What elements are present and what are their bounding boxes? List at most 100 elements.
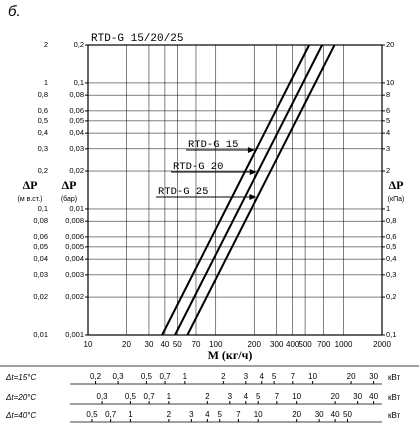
- x-tick-label: 50: [173, 340, 182, 349]
- scale-tick-label: 40: [331, 410, 340, 419]
- scale-tick-label: 10: [254, 410, 263, 419]
- y-tick-label: 0,02: [33, 292, 48, 301]
- ybar-tick-label: 0,08: [69, 90, 84, 99]
- y2-tick-label: 5: [386, 116, 390, 125]
- ybar-tick-label: 0,003: [65, 270, 84, 279]
- scale-tick-label: 30: [369, 372, 378, 381]
- y2-axis-label: ΔP: [389, 178, 404, 192]
- scale-unit: кВт: [388, 373, 401, 382]
- scale-label: Δt=20°C: [5, 393, 36, 402]
- ybar-tick-label: 0,008: [65, 216, 84, 225]
- y2-tick-label: 2: [386, 166, 390, 175]
- x-axis-label: M (кг/ч): [208, 348, 253, 362]
- scale-tick-label: 4: [244, 392, 249, 401]
- scale-tick-label: 0,5: [86, 410, 98, 419]
- y-tick-label: 0,01: [33, 330, 48, 339]
- scale-label: Δt=15°C: [5, 373, 36, 382]
- y2-tick-label: 0,4: [386, 254, 396, 263]
- scale-tick-label: 10: [308, 372, 317, 381]
- x-tick-label: 100: [209, 340, 223, 349]
- ybar-tick-label: 0,06: [69, 106, 84, 115]
- scale-tick-label: 4: [205, 410, 210, 419]
- ybar-tick-label: 0,05: [69, 116, 84, 125]
- scale-label: Δt=40°C: [5, 411, 36, 420]
- ybar-tick-label: 0,005: [65, 242, 84, 251]
- y-tick-label: 0,1: [38, 204, 48, 213]
- x-tick-label: 20: [122, 340, 131, 349]
- ybar-axis-unit: (бар): [61, 195, 77, 203]
- scale-tick-label: 20: [347, 372, 356, 381]
- scale-tick-label: 0,5: [141, 372, 153, 381]
- y-tick-label: 0,6: [38, 106, 48, 115]
- arrow-head: [249, 169, 257, 175]
- y2-tick-label: 0,5: [386, 242, 396, 251]
- scale-tick-label: 1: [183, 372, 188, 381]
- scale-tick-label: 0,7: [105, 410, 117, 419]
- ybar-tick-label: 0,2: [74, 40, 84, 49]
- ybar-tick-label: 0,03: [69, 144, 84, 153]
- scale-tick-label: 5: [218, 410, 223, 419]
- ybar-tick-label: 0,02: [69, 166, 84, 175]
- x-tick-label: 30: [145, 340, 154, 349]
- curve: [161, 44, 310, 336]
- y2-tick-label: 0,3: [386, 270, 396, 279]
- y2-tick-label: 4: [386, 128, 390, 137]
- scale-tick-label: 7: [291, 372, 296, 381]
- x-tick-label: 10: [84, 340, 93, 349]
- scale-tick-label: 2: [205, 392, 210, 401]
- ybar-tick-label: 0,01: [69, 204, 84, 213]
- y-tick-label: 0,03: [33, 270, 48, 279]
- x-tick-label: 700: [317, 340, 331, 349]
- y-tick-label: 0,08: [33, 216, 48, 225]
- scale-tick-label: 30: [353, 392, 362, 401]
- scale-tick-label: 3: [228, 392, 233, 401]
- x-tick-label: 500: [298, 340, 312, 349]
- y-tick-label: 0,06: [33, 232, 48, 241]
- y-tick-label: 1: [44, 78, 48, 87]
- ybar-tick-label: 0,002: [65, 292, 84, 301]
- ybar-tick-label: 0,006: [65, 232, 84, 241]
- arrow-head: [249, 194, 257, 200]
- x-tick-label: 40: [160, 340, 169, 349]
- ybar-axis-label: ΔP: [62, 178, 77, 192]
- scale-tick-label: 3: [189, 410, 194, 419]
- scale-tick-label: 2: [221, 372, 226, 381]
- scale-tick-label: 0,2: [90, 372, 102, 381]
- y2-tick-label: 0,2: [386, 292, 396, 301]
- scale-tick-label: 10: [292, 392, 301, 401]
- scale-tick-label: 1: [128, 410, 133, 419]
- curve: [186, 44, 336, 336]
- y-axis-unit: (м в.ст.): [18, 196, 43, 203]
- x-tick-label: 1000: [335, 340, 353, 349]
- series-label: RTD-G 20: [173, 161, 223, 173]
- x-tick-label: 70: [192, 340, 201, 349]
- y2-tick-label: 6: [386, 106, 390, 115]
- y-tick-label: 0,2: [38, 166, 48, 175]
- ybar-tick-label: 0,04: [69, 128, 84, 137]
- scale-tick-label: 0,5: [125, 392, 137, 401]
- ybar-tick-label: 0,001: [65, 330, 84, 339]
- scale-tick-label: 20: [292, 410, 301, 419]
- y-tick-label: 0,8: [38, 90, 48, 99]
- y-tick-label: 0,05: [33, 242, 48, 251]
- y-tick-label: 0,5: [38, 116, 48, 125]
- scale-tick-label: 20: [331, 392, 340, 401]
- scale-tick-label: 2: [167, 410, 172, 419]
- y2-tick-label: 20: [386, 40, 394, 49]
- x-tick-label: 400: [286, 340, 300, 349]
- scale-tick-label: 7: [236, 410, 241, 419]
- series-label: RTD-G 25: [158, 186, 208, 198]
- scale-tick-label: 50: [343, 410, 352, 419]
- x-tick-label: 2000: [373, 340, 391, 349]
- y2-tick-label: 0,6: [386, 232, 396, 241]
- scale-unit: кВт: [388, 411, 401, 420]
- y-tick-label: 0,4: [38, 128, 48, 137]
- chart-title: б.: [8, 3, 21, 20]
- y-tick-label: 0,3: [38, 144, 48, 153]
- chart-subtitle: RTD-G 15/20/25: [91, 33, 183, 45]
- y2-axis-unit: (кПа): [388, 196, 405, 203]
- y-tick-label: 2: [44, 40, 48, 49]
- y-tick-label: 0,04: [33, 254, 48, 263]
- x-tick-label: 200: [248, 340, 262, 349]
- ybar-tick-label: 0,004: [65, 254, 84, 263]
